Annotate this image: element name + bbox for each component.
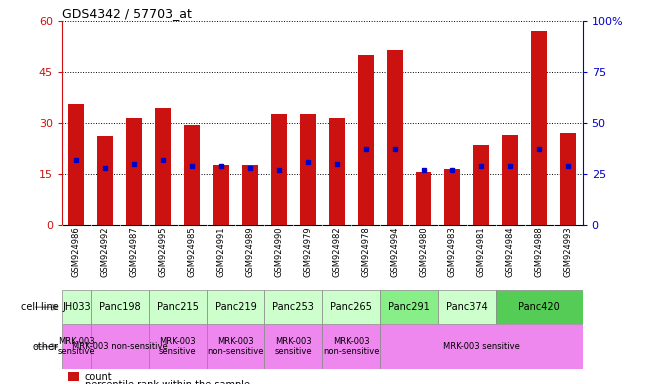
Bar bbox=[242, 165, 258, 225]
Bar bbox=[496, 290, 583, 324]
Text: percentile rank within the sample: percentile rank within the sample bbox=[85, 380, 249, 384]
Text: Panc219: Panc219 bbox=[215, 302, 256, 312]
Text: other: other bbox=[33, 341, 59, 352]
Text: Panc265: Panc265 bbox=[330, 302, 372, 312]
Bar bbox=[264, 290, 322, 324]
Bar bbox=[90, 290, 148, 324]
Text: Panc420: Panc420 bbox=[518, 302, 560, 312]
Text: count: count bbox=[85, 372, 112, 382]
Bar bbox=[126, 118, 142, 225]
Bar bbox=[148, 290, 206, 324]
Text: Panc215: Panc215 bbox=[157, 302, 199, 312]
Bar bbox=[387, 50, 402, 225]
Text: MRK-003
sensitive: MRK-003 sensitive bbox=[57, 337, 95, 356]
Text: JH033: JH033 bbox=[62, 302, 90, 312]
Text: Panc198: Panc198 bbox=[99, 302, 141, 312]
Text: MRK-003
sensitive: MRK-003 sensitive bbox=[159, 337, 197, 356]
Text: cell line: cell line bbox=[21, 302, 59, 312]
Bar bbox=[90, 324, 148, 369]
Bar bbox=[473, 145, 490, 225]
Bar bbox=[415, 172, 432, 225]
Bar bbox=[271, 114, 287, 225]
Bar bbox=[155, 108, 171, 225]
Bar bbox=[206, 324, 264, 369]
Bar bbox=[206, 290, 264, 324]
Text: MRK-003 non-sensitive: MRK-003 non-sensitive bbox=[72, 342, 167, 351]
Text: MRK-003
non-sensitive: MRK-003 non-sensitive bbox=[207, 337, 264, 356]
Bar bbox=[380, 324, 583, 369]
Bar bbox=[264, 324, 322, 369]
Bar bbox=[68, 104, 84, 225]
Bar bbox=[184, 124, 200, 225]
Bar bbox=[503, 135, 518, 225]
Bar bbox=[561, 133, 576, 225]
Bar bbox=[531, 31, 547, 225]
Text: Panc374: Panc374 bbox=[446, 302, 488, 312]
Text: Panc291: Panc291 bbox=[388, 302, 430, 312]
Bar bbox=[62, 290, 90, 324]
Bar bbox=[68, 372, 79, 381]
Bar bbox=[300, 114, 316, 225]
Bar bbox=[97, 136, 113, 225]
Bar bbox=[213, 165, 229, 225]
Bar bbox=[322, 324, 380, 369]
Bar bbox=[438, 290, 496, 324]
Bar bbox=[148, 324, 206, 369]
Bar bbox=[322, 290, 380, 324]
Text: GDS4342 / 57703_at: GDS4342 / 57703_at bbox=[62, 7, 192, 20]
Text: MRK-003 sensitive: MRK-003 sensitive bbox=[443, 342, 519, 351]
Bar bbox=[445, 169, 460, 225]
Bar bbox=[357, 55, 374, 225]
Text: MRK-003
non-sensitive: MRK-003 non-sensitive bbox=[323, 337, 380, 356]
Text: MRK-003
sensitive: MRK-003 sensitive bbox=[275, 337, 312, 356]
Text: Panc253: Panc253 bbox=[272, 302, 314, 312]
Bar bbox=[329, 118, 344, 225]
Bar bbox=[62, 324, 90, 369]
Bar bbox=[380, 290, 438, 324]
